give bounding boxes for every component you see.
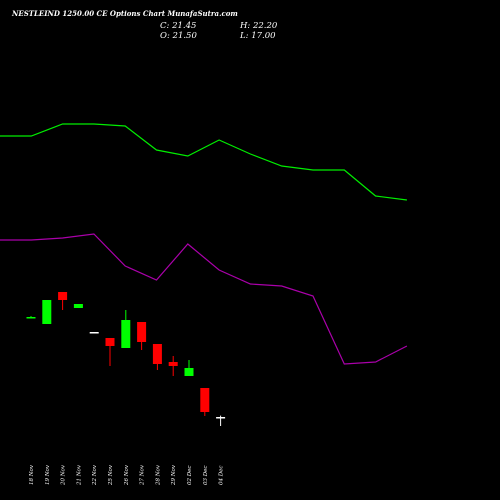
x-tick-label: 25 Nov <box>108 464 114 486</box>
candle-body <box>168 362 178 366</box>
x-tick-label: 19 Nov <box>45 464 51 485</box>
candle <box>58 292 68 310</box>
candle <box>42 300 52 324</box>
x-axis-labels: 18 Nov 19 Nov 20 Nov 21 Nov 22 Nov 25 Nov 26 N… <box>29 464 225 486</box>
x-tick-label: 03 Dec <box>203 466 209 486</box>
x-tick-label: 04 Dec <box>219 466 225 486</box>
high-value: H: 22.20 <box>239 21 278 31</box>
close-value: C: 21.45 <box>160 21 196 31</box>
x-tick-label: 29 Nov <box>171 464 177 486</box>
candle-body <box>89 332 99 334</box>
low-value: L: 17.00 <box>239 31 276 41</box>
x-tick-label: 20 Nov <box>61 464 67 486</box>
candle-body <box>137 322 147 342</box>
candle-body <box>105 338 115 346</box>
candle-body <box>42 300 52 324</box>
open-value: O: 21.50 <box>160 31 197 41</box>
candle <box>121 310 131 348</box>
candle-body <box>26 317 36 319</box>
candle <box>105 338 115 366</box>
candle <box>89 332 99 334</box>
candle-body <box>73 304 83 308</box>
x-tick-label: 28 Nov <box>155 464 161 486</box>
candle <box>152 344 162 370</box>
x-tick-label: 18 Nov <box>29 464 35 485</box>
x-tick-label: 21 Nov <box>76 464 82 486</box>
candle <box>73 304 83 308</box>
upper-indicator-line <box>0 123 407 201</box>
candle-body <box>152 344 162 364</box>
chart-header: NESTLEIND 1250.00 CE Options Chart Munaf… <box>11 9 278 41</box>
candle-body <box>184 368 194 376</box>
x-tick-label: 22 Nov <box>92 464 98 486</box>
candle <box>200 388 210 416</box>
candle <box>26 316 36 319</box>
indicator-lines <box>0 123 408 365</box>
lower-indicator-line <box>0 233 408 365</box>
candle-body <box>200 388 210 412</box>
candle <box>184 360 194 376</box>
candle <box>168 356 178 376</box>
candle-body <box>216 417 226 419</box>
candle-body <box>58 292 68 300</box>
candle <box>216 415 226 426</box>
x-tick-label: 26 Nov <box>124 464 130 486</box>
x-tick-label: 27 Nov <box>140 464 146 486</box>
candle <box>137 322 147 350</box>
chart-title: NESTLEIND 1250.00 CE Options Chart Munaf… <box>11 9 238 18</box>
x-tick-label: 02 Dec <box>187 466 193 486</box>
candle-body <box>121 320 131 348</box>
candlesticks <box>26 292 226 426</box>
